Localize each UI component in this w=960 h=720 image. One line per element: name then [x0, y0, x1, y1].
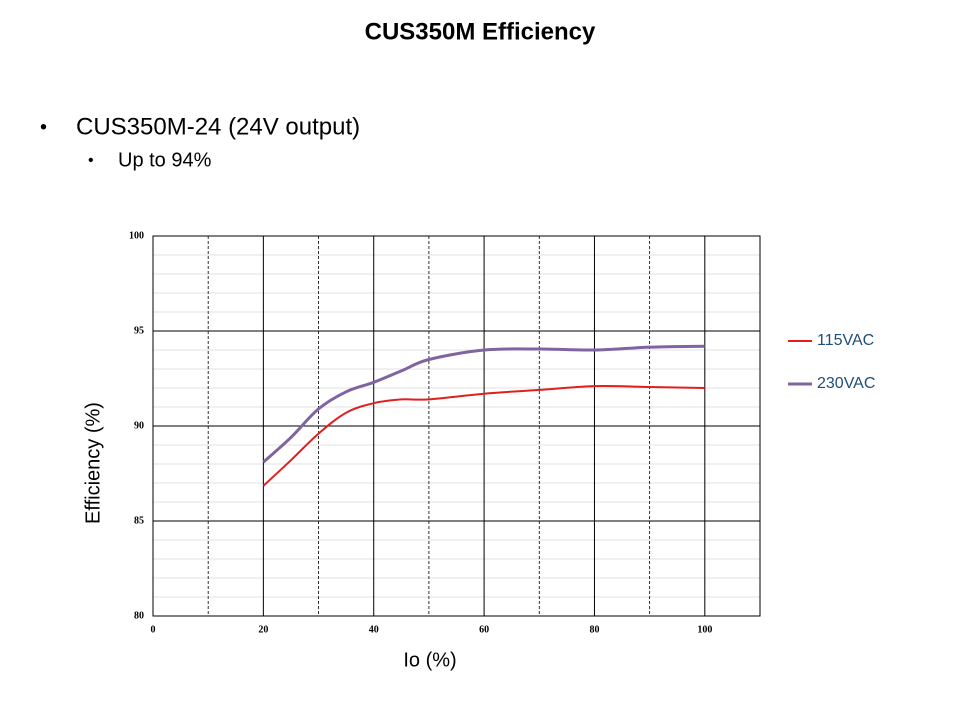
bullet-icon: • [88, 152, 94, 169]
bullet-icon: • [40, 116, 47, 138]
x-tick-label: 60 [479, 624, 489, 635]
plot-frame [152, 235, 761, 617]
bullet: Up to 94% [118, 149, 212, 171]
y-axis-label: Efficiency (%) [82, 402, 104, 524]
x-tick-label: 40 [369, 624, 379, 635]
y-tick-label: 85 [134, 515, 144, 526]
data-line [262, 384, 705, 487]
legend-label: 230VAC [817, 375, 875, 392]
x-tick-label: 80 [589, 624, 599, 635]
legend-label: 115VAC [817, 332, 874, 349]
x-axis-label: Io (%) [403, 649, 456, 671]
x-tick-label: 0 [151, 624, 156, 635]
x-tick-label: 100 [697, 624, 712, 635]
x-tick-label: 20 [258, 624, 268, 635]
y-tick-label: 80 [134, 610, 144, 621]
data-line [262, 344, 705, 464]
bullet: CUS350M-24 (24V output) [76, 113, 360, 140]
y-tick-label: 95 [134, 325, 144, 336]
slide-title: CUS350M Efficiency [365, 18, 596, 45]
y-tick-label: 100 [129, 230, 144, 241]
y-tick-label: 90 [134, 420, 144, 431]
